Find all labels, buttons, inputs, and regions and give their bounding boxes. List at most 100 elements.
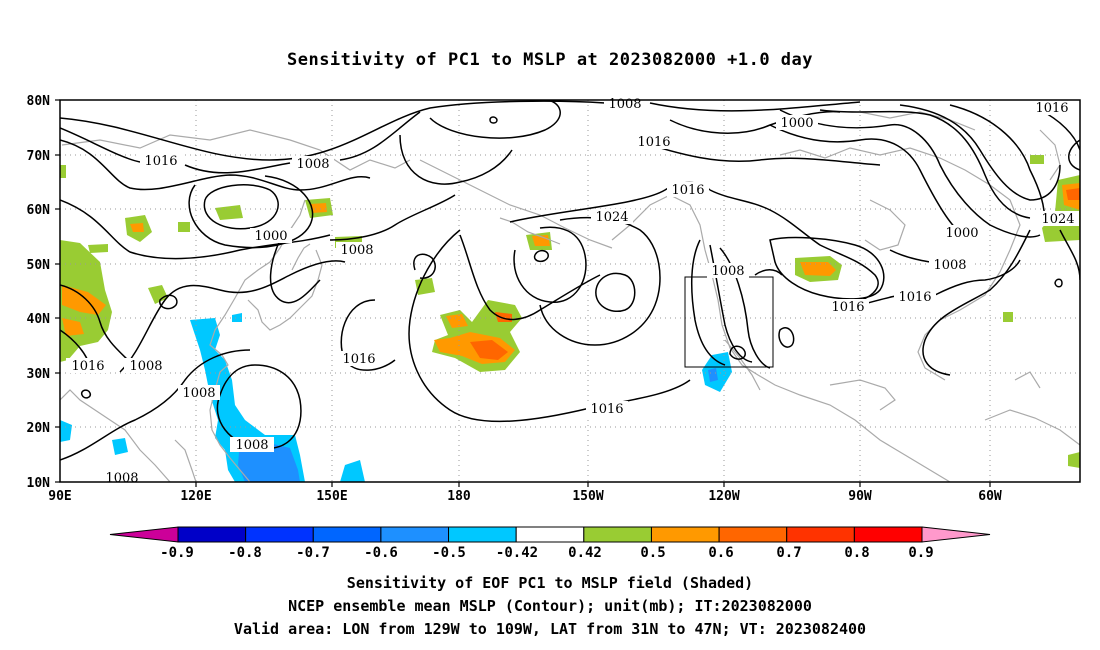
- positive-sensitivity-area: [415, 278, 435, 295]
- isobar: [769, 236, 885, 300]
- lon-label: 150E: [316, 489, 347, 504]
- isobar: [669, 110, 841, 134]
- isobar: [60, 349, 251, 461]
- svg-text:1000: 1000: [780, 116, 813, 131]
- longitude-labels: 90E 120E 150E 180 150W 120W 90W 60W: [48, 489, 1002, 504]
- lon-label: 180: [447, 489, 471, 504]
- caption-line-1: Sensitivity of EOF PC1 to MSLP field (Sh…: [346, 574, 754, 592]
- positive-sensitivity-area: [88, 244, 108, 253]
- isobar: [60, 100, 606, 161]
- negative-sensitivity-area: [60, 420, 72, 442]
- svg-text:1008: 1008: [340, 243, 373, 258]
- isobar: [709, 189, 879, 306]
- isobar: [819, 109, 1031, 219]
- isobar: [203, 184, 279, 230]
- positive-sensitivity-area: [310, 203, 327, 213]
- lon-label: 90W: [848, 489, 872, 504]
- colorbar-tick-label: 0.7: [776, 545, 801, 561]
- coastline: [209, 199, 306, 482]
- coastline: [60, 389, 171, 482]
- isobar: [339, 111, 421, 161]
- svg-text:1008: 1008: [235, 438, 268, 453]
- latitude-labels: 80N 70N 60N 50N 40N 30N 20N 10N: [27, 94, 51, 491]
- contour-label: 1008: [929, 257, 971, 273]
- colorbar-segment: [109, 526, 179, 543]
- contour-label: 1008: [100, 470, 144, 486]
- lon-label: 120E: [180, 489, 211, 504]
- lat-label: 20N: [27, 421, 51, 436]
- positive-sensitivity-area: [148, 285, 168, 304]
- negative-sensitivity-area: [232, 313, 242, 322]
- lat-label: 70N: [27, 149, 51, 164]
- isobar: [269, 239, 321, 304]
- positive-sensitivity-area: [178, 222, 190, 232]
- contour-label: 1008: [336, 242, 378, 258]
- negative-sensitivity-area: [702, 352, 732, 392]
- positive-sensitivity-area: [215, 205, 243, 220]
- coastline: [611, 194, 951, 482]
- contour-label: 1008: [292, 156, 334, 172]
- sensitivity-shading: [60, 155, 1080, 482]
- lat-label: 10N: [27, 476, 51, 491]
- isobar: [60, 284, 131, 363]
- colorbar-segment: [583, 526, 652, 543]
- negative-sensitivity-area: [190, 318, 305, 482]
- svg-text:1024: 1024: [595, 210, 628, 225]
- coastline: [984, 409, 1080, 446]
- isobar: [1054, 278, 1063, 288]
- colorbar-segment: [853, 526, 923, 543]
- contour-label: 1000: [250, 228, 292, 244]
- coastline: [174, 439, 197, 482]
- isobar: [329, 194, 456, 241]
- colorbar-tick-label: -0.7: [296, 545, 330, 561]
- isobar: [634, 139, 881, 166]
- positive-sensitivity-area: [1066, 188, 1080, 200]
- colorbar-tick-label: 0.9: [908, 545, 933, 561]
- isobar: [413, 253, 436, 279]
- positive-sensitivity-area: [62, 318, 84, 336]
- isobar: [399, 134, 513, 185]
- caption-line-3: Valid area: LON from 129W to 109W, LAT f…: [233, 620, 867, 638]
- colorbar-segment: [786, 526, 855, 543]
- colorbar-tick-label: -0.9: [160, 545, 194, 561]
- isobar: [1068, 139, 1080, 171]
- lat-ticks: [55, 99, 991, 487]
- coastline: [864, 199, 906, 251]
- colorbar-segment: [650, 526, 720, 543]
- coastline: [1014, 371, 1041, 389]
- positive-sensitivity-area: [130, 223, 144, 232]
- svg-text:1008: 1008: [711, 264, 744, 279]
- positive-sensitivity-area: [446, 314, 468, 328]
- isobar: [459, 234, 601, 321]
- svg-text:1016: 1016: [898, 290, 931, 305]
- isobar: [60, 199, 331, 260]
- svg-text:1008: 1008: [296, 157, 329, 172]
- lon-label: 90E: [48, 489, 71, 504]
- colorbar-segment: [312, 526, 382, 543]
- isobar: [533, 249, 549, 263]
- svg-text:1024: 1024: [1041, 212, 1074, 227]
- colorbar-segment: [177, 526, 247, 543]
- isobar: [80, 389, 92, 399]
- coastline: [859, 111, 976, 131]
- lon-label: 120W: [708, 489, 739, 504]
- isobar: [769, 124, 961, 233]
- svg-text:1016: 1016: [671, 183, 704, 198]
- isobar: [159, 294, 178, 310]
- lat-label: 50N: [27, 258, 51, 273]
- svg-text:1008: 1008: [105, 471, 138, 486]
- colorbar-segment: [921, 526, 991, 543]
- isobar: [119, 260, 346, 373]
- isobar: [60, 127, 141, 163]
- contour-label: 1024: [1037, 211, 1079, 227]
- colorbar: [109, 526, 991, 543]
- colorbar-tick-label: 0.5: [640, 545, 665, 561]
- coastline: [291, 243, 311, 271]
- contour-label: 1016: [1031, 100, 1073, 116]
- isobar: [754, 269, 783, 276]
- isobar: [60, 139, 371, 191]
- colorbar-segment: [380, 526, 450, 543]
- positive-sensitivity-area: [62, 285, 106, 315]
- lon-label: 150W: [572, 489, 603, 504]
- colorbar-tick-label: 0.8: [844, 545, 869, 561]
